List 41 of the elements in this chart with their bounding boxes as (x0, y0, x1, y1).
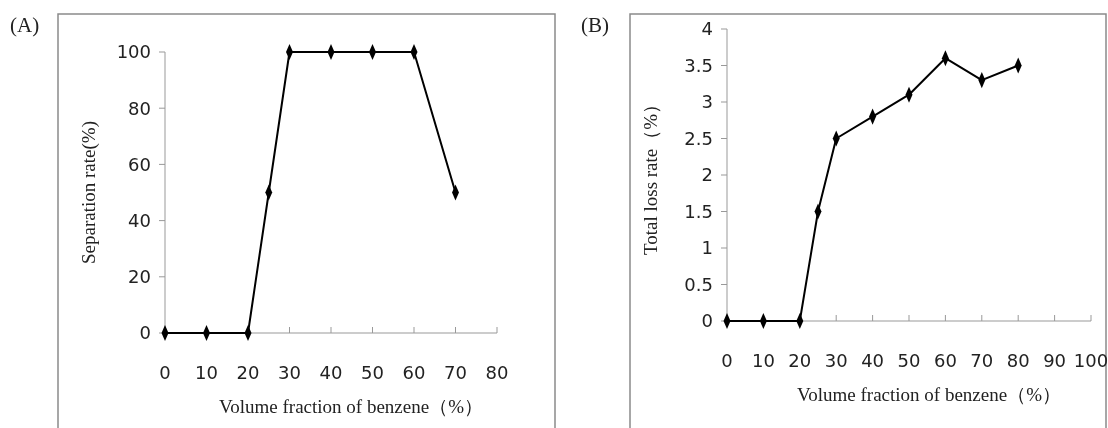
y-tick-label: 0 (139, 322, 151, 344)
x-tick-label: 20 (236, 362, 260, 383)
y-tick-label: 40 (128, 209, 151, 231)
y-tick-label: 3.5 (684, 54, 713, 76)
y-axis-title: Total loss rate（%） (640, 94, 661, 256)
y-tick-label: 2 (701, 164, 713, 186)
y-tick-label: 100 (116, 41, 151, 63)
x-tick-label: 0 (159, 362, 171, 383)
y-tick-label: 20 (128, 266, 151, 288)
x-axis-title: Volume fraction of benzene（%） (219, 396, 483, 417)
x-tick-label: 80 (1006, 350, 1030, 371)
y-tick-label: 1 (701, 237, 713, 259)
y-tick-label: 4 (701, 18, 713, 40)
x-tick-label: 100 (1073, 350, 1108, 371)
y-tick-label: 2.5 (684, 127, 713, 149)
x-tick-label: 70 (970, 350, 994, 371)
y-tick-label: 1.5 (684, 200, 713, 222)
x-tick-label: 70 (444, 362, 467, 383)
x-tick-label: 20 (788, 350, 812, 371)
x-axis-title: Volume fraction of benzene（%） (797, 384, 1061, 405)
y-tick-label: 80 (128, 97, 151, 119)
y-axis-title: Separation rate(%) (78, 121, 100, 264)
x-tick-label: 60 (402, 362, 426, 383)
y-tick-label: 3 (701, 91, 713, 113)
x-tick-label: 50 (897, 350, 921, 371)
x-tick-label: 40 (861, 350, 885, 371)
y-tick-label: 60 (128, 153, 151, 175)
text: (A) (10, 13, 40, 37)
x-tick-label: 40 (319, 362, 343, 383)
y-tick-label: 0.5 (684, 273, 713, 295)
x-tick-label: 90 (1043, 350, 1067, 371)
x-tick-label: 30 (824, 350, 848, 371)
x-tick-label: 10 (751, 350, 775, 371)
text: (B) (581, 13, 609, 37)
x-tick-label: 30 (278, 362, 301, 383)
y-tick-label: 0 (701, 310, 713, 332)
x-tick-label: 0 (721, 350, 733, 371)
x-tick-label: 10 (195, 362, 218, 383)
x-tick-label: 80 (485, 362, 509, 383)
x-tick-label: 50 (361, 362, 384, 383)
x-tick-label: 60 (933, 350, 957, 371)
